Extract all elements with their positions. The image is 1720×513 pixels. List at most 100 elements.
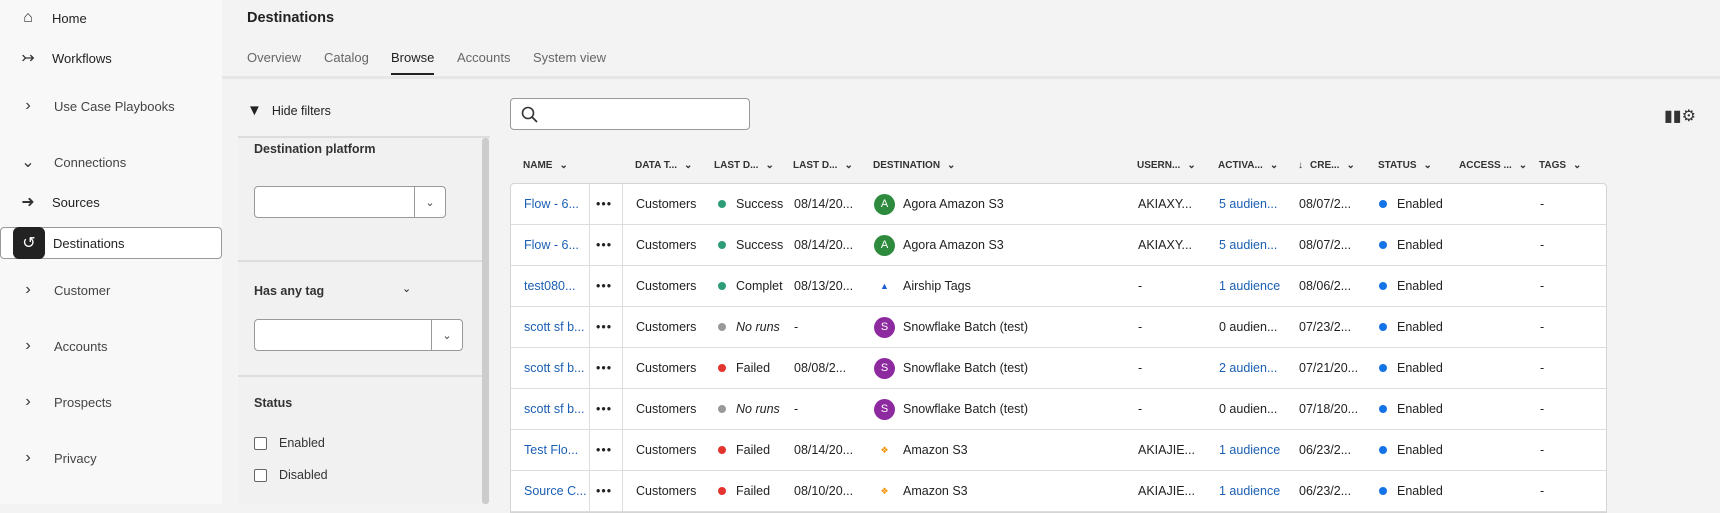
status-dot-icon <box>718 282 726 290</box>
last-status-cell: No runs <box>718 389 780 429</box>
activation-cell[interactable]: 1 audience <box>1219 443 1281 457</box>
tab-catalog[interactable]: Catalog <box>324 50 369 65</box>
column-divider <box>589 389 590 429</box>
table-row[interactable]: test080... ••• Customers Complet 08/13/2… <box>511 266 1606 307</box>
activation-cell[interactable]: 1 audience <box>1219 484 1281 498</box>
column-divider <box>589 430 590 470</box>
flow-name-link[interactable]: scott sf b... <box>524 402 585 416</box>
chevron-down-icon[interactable]: ⌄ <box>1573 160 1582 171</box>
column-divider <box>622 184 623 224</box>
status-dot-icon <box>718 487 726 495</box>
destination-platform-select[interactable]: ⌄ <box>254 186 446 218</box>
chevron-down-icon[interactable]: ⌄ <box>1346 160 1355 171</box>
column-header-last-date[interactable]: LAST D... ⌄ <box>793 160 853 171</box>
flow-name-link[interactable]: test080... <box>524 279 576 293</box>
tab-system-view[interactable]: System view <box>533 50 606 65</box>
flow-name-link[interactable]: Test Flo... <box>524 443 579 457</box>
checkbox-icon[interactable] <box>254 468 267 482</box>
column-header-created[interactable]: ↓ CRE... ⌄ <box>1298 160 1355 171</box>
chevron-down-icon[interactable]: ⌄ <box>431 320 462 350</box>
tab-overview[interactable]: Overview <box>247 50 302 65</box>
username-cell: - <box>1138 361 1143 375</box>
sidebar-item-workflows[interactable]: ↣ Workflows <box>0 43 222 73</box>
chevron-down-icon[interactable]: ⌄ <box>844 160 853 171</box>
sidebar-item-home[interactable]: ⌂ Home <box>0 3 222 33</box>
sidebar-item-prospects[interactable]: › Prospects <box>0 387 222 417</box>
sidebar-item-use-case-playbooks[interactable]: › Use Case Playbooks <box>0 91 222 121</box>
column-header-access[interactable]: ACCESS ... ⌄ <box>1459 160 1527 171</box>
column-header-username[interactable]: USERN... ⌄ <box>1137 160 1196 171</box>
more-actions-icon[interactable]: ••• <box>596 197 613 211</box>
more-actions-icon[interactable]: ••• <box>596 361 613 375</box>
column-header-label: TAGS <box>1539 160 1567 171</box>
chevron-down-icon[interactable]: ⌄ <box>947 160 956 171</box>
destination-platform-label: Destination platform <box>254 142 376 156</box>
tags-cell: - <box>1540 402 1545 416</box>
chevron-down-icon[interactable]: ⌄ <box>1269 160 1279 171</box>
destination-cell: S Snowflake Batch (test) <box>874 307 1028 347</box>
more-actions-icon[interactable]: ••• <box>596 402 613 416</box>
sidebar-item-sources[interactable]: ➜ Sources <box>0 187 222 217</box>
column-header-data-type[interactable]: DATA T... ⌄ <box>635 160 692 171</box>
status-disabled-checkbox[interactable]: Disabled <box>254 468 328 482</box>
table-row[interactable]: Test Flo... ••• Customers Failed 08/14/2… <box>511 430 1606 471</box>
column-header-activation[interactable]: ACTIVA... ⌄ <box>1218 160 1278 171</box>
checkbox-icon[interactable] <box>254 436 267 450</box>
table-row[interactable]: scott sf b... ••• Customers Failed 08/08… <box>511 348 1606 389</box>
table-row[interactable]: Flow - 6... ••• Customers Success 08/14/… <box>511 184 1606 225</box>
destination-name: Amazon S3 <box>903 443 968 457</box>
chevron-down-icon[interactable]: ⌄ <box>414 187 445 217</box>
activation-cell[interactable]: 5 audien... <box>1219 197 1278 211</box>
chevron-down-icon[interactable]: ⌄ <box>1518 160 1528 171</box>
status-enabled-checkbox[interactable]: Enabled <box>254 436 325 450</box>
column-header-tags[interactable]: TAGS ⌄ <box>1539 160 1581 171</box>
chevron-down-icon[interactable]: ⌄ <box>765 160 774 171</box>
column-settings-icon[interactable]: ▮▮⚙ <box>1664 108 1696 125</box>
chevron-down-icon[interactable]: ⌄ <box>402 283 412 295</box>
chevron-down-icon[interactable]: ⌄ <box>559 160 568 171</box>
search-input[interactable] <box>510 98 750 130</box>
chevron-down-icon[interactable]: ⌄ <box>1423 160 1432 171</box>
table-row[interactable]: Flow - 6... ••• Customers Success 08/14/… <box>511 225 1606 266</box>
column-header-last-status[interactable]: LAST D... ⌄ <box>714 160 774 171</box>
activation-cell[interactable]: 5 audien... <box>1219 238 1278 252</box>
chevron-down-icon[interactable]: ⌄ <box>684 160 693 171</box>
flow-name-link[interactable]: scott sf b... <box>524 320 585 334</box>
sidebar-item-label: Privacy <box>54 450 97 466</box>
activation-cell[interactable]: 1 audience <box>1219 279 1281 293</box>
hide-filters-button[interactable]: ▼ Hide filters <box>247 102 331 119</box>
status-label: Enabled <box>1397 279 1443 293</box>
status-dot-icon <box>1379 405 1387 413</box>
flow-name-link[interactable]: scott sf b... <box>524 361 585 375</box>
has-any-tag-select[interactable]: ⌄ <box>254 319 463 351</box>
tab-accounts[interactable]: Accounts <box>457 50 511 65</box>
tab-browse[interactable]: Browse <box>391 50 435 75</box>
sidebar-item-accounts[interactable]: › Accounts <box>0 331 222 361</box>
filter-scrollbar[interactable] <box>482 138 489 504</box>
chevron-down-icon[interactable]: ⌄ <box>1187 160 1196 171</box>
destination-name: Snowflake Batch (test) <box>903 402 1029 416</box>
more-actions-icon[interactable]: ••• <box>596 443 613 457</box>
table-row[interactable]: Source C... ••• Customers Failed 08/10/2… <box>511 471 1606 512</box>
more-actions-icon[interactable]: ••• <box>596 320 613 334</box>
sidebar-item-customer[interactable]: › Customer <box>0 275 222 305</box>
sidebar-item-destinations[interactable]: ↺ Destinations <box>0 227 222 259</box>
column-header-name[interactable]: NAME ⌄ <box>523 160 568 171</box>
column-header-destination[interactable]: DESTINATION ⌄ <box>873 160 955 171</box>
more-actions-icon[interactable]: ••• <box>596 238 613 252</box>
column-header-status[interactable]: STATUS ⌄ <box>1378 160 1432 171</box>
more-actions-icon[interactable]: ••• <box>596 279 613 293</box>
sidebar-item-connections[interactable]: ⌄ Connections <box>0 147 222 177</box>
last-date-cell: 08/14/20... <box>794 197 854 211</box>
flow-name-link[interactable]: Flow - 6... <box>524 238 579 252</box>
flow-name-link[interactable]: Flow - 6... <box>524 197 579 211</box>
last-date-cell: 08/14/20... <box>794 443 854 457</box>
activation-cell[interactable]: 2 audien... <box>1219 361 1278 375</box>
column-divider <box>622 430 623 470</box>
flow-name-link[interactable]: Source C... <box>524 484 587 498</box>
sidebar-item-privacy[interactable]: › Privacy <box>0 443 222 473</box>
status-label: Enabled <box>1397 402 1443 416</box>
more-actions-icon[interactable]: ••• <box>596 484 613 498</box>
